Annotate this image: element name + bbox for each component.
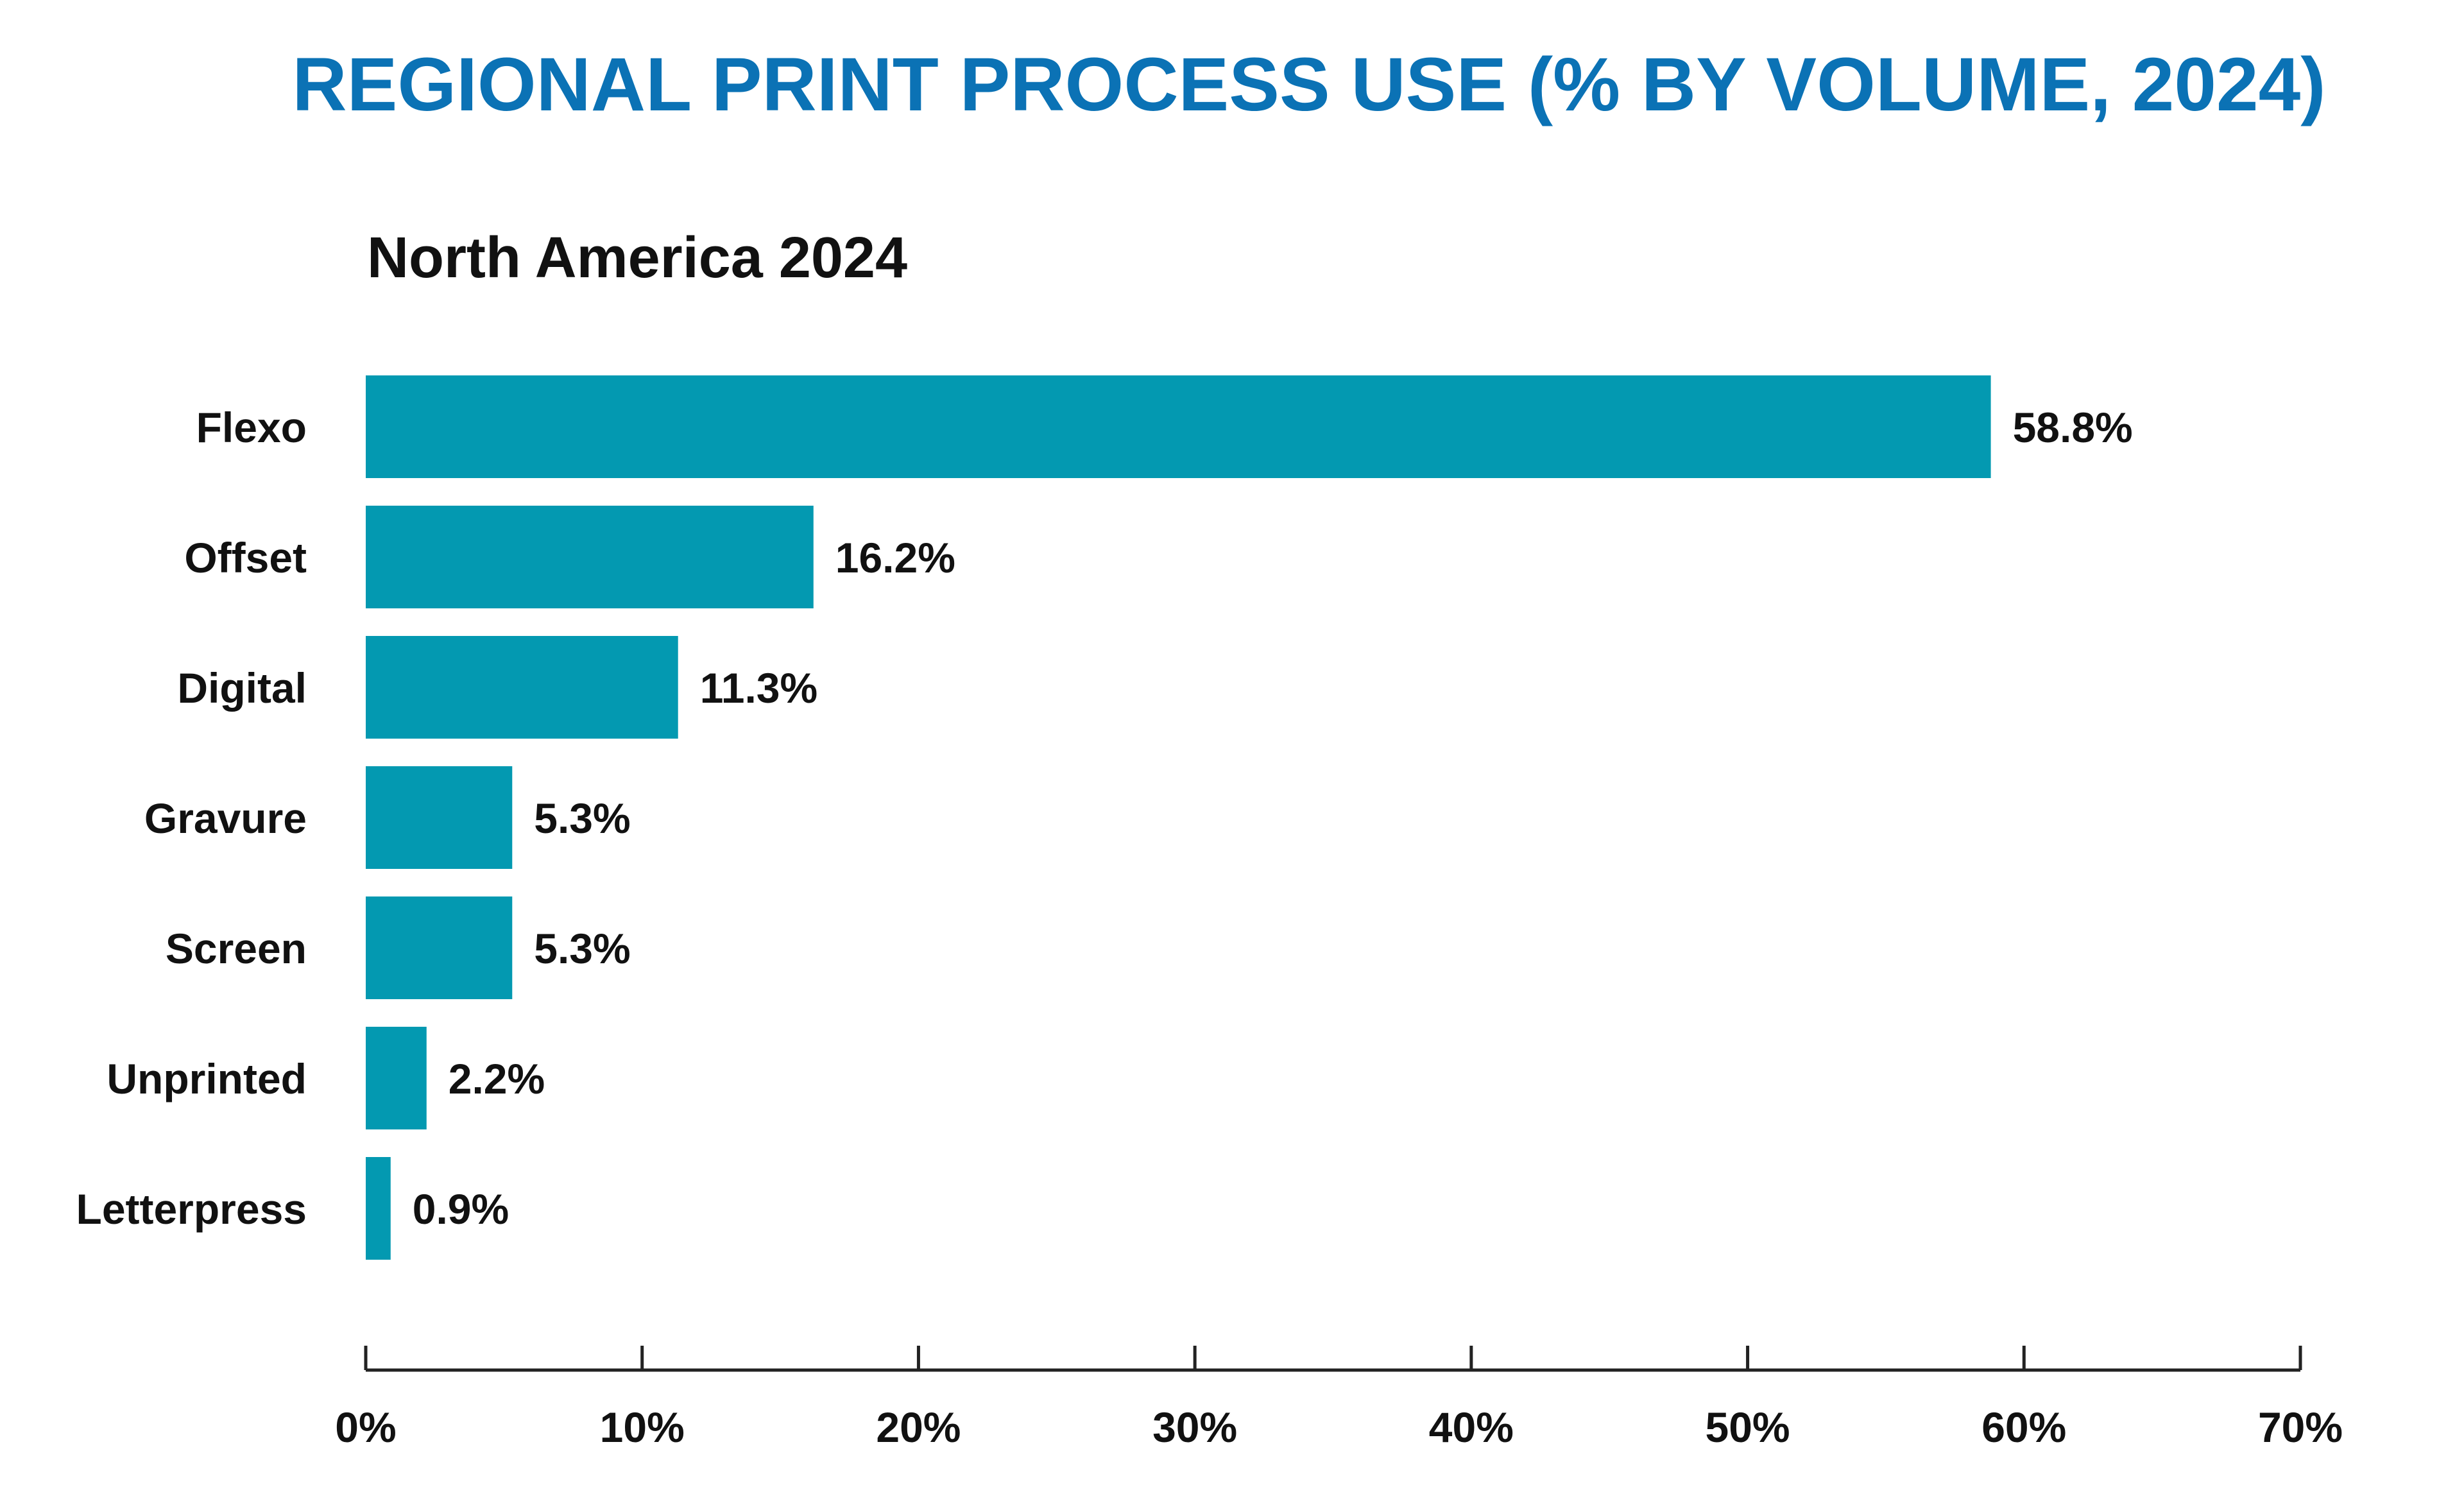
value-label-digital: 11.3% bbox=[700, 664, 818, 712]
bar-offset bbox=[366, 506, 814, 608]
x-tick-label-30: 30% bbox=[1152, 1403, 1237, 1451]
value-label-offset: 16.2% bbox=[835, 534, 955, 581]
bar-screen bbox=[366, 896, 513, 999]
category-label-offset: Offset bbox=[184, 534, 307, 581]
x-tick-label-70: 70% bbox=[2258, 1403, 2343, 1451]
category-label-unprinted: Unprinted bbox=[107, 1055, 307, 1102]
category-label-gravure: Gravure bbox=[144, 794, 307, 842]
category-label-flexo: Flexo bbox=[196, 404, 307, 451]
bar-digital bbox=[366, 636, 678, 739]
x-tick-label-0: 0% bbox=[335, 1403, 396, 1451]
value-label-unprinted: 2.2% bbox=[449, 1055, 545, 1102]
x-tick-label-20: 20% bbox=[876, 1403, 961, 1451]
bar-unprinted bbox=[366, 1027, 427, 1129]
bars-group: Flexo 58.8% Offset 16.2% Digital 11.3% Gravure… bbox=[76, 375, 2133, 1260]
value-label-screen: 5.3% bbox=[534, 925, 630, 972]
category-label-letterpress: Letterpress bbox=[76, 1185, 307, 1233]
x-tick-label-50: 50% bbox=[1706, 1403, 1790, 1451]
bar-gravure bbox=[366, 766, 513, 869]
chart-title: REGIONAL PRINT PROCESS USE (% BY VOLUME,… bbox=[292, 42, 2325, 127]
bar-letterpress bbox=[366, 1157, 391, 1260]
category-label-digital: Digital bbox=[177, 664, 307, 712]
value-label-gravure: 5.3% bbox=[534, 794, 630, 842]
value-label-letterpress: 0.9% bbox=[413, 1185, 509, 1233]
x-tick-label-40: 40% bbox=[1429, 1403, 1514, 1451]
x-axis: 0% 10% 20% 30% 40% 50% 60% 70% bbox=[335, 1346, 2343, 1451]
x-tick-label-10: 10% bbox=[600, 1403, 685, 1451]
chart-subtitle: North America 2024 bbox=[367, 226, 907, 290]
x-tick-label-60: 60% bbox=[1981, 1403, 2066, 1451]
category-label-screen: Screen bbox=[166, 925, 307, 972]
value-label-flexo: 58.8% bbox=[2013, 404, 2133, 451]
bar-flexo bbox=[366, 375, 1991, 478]
